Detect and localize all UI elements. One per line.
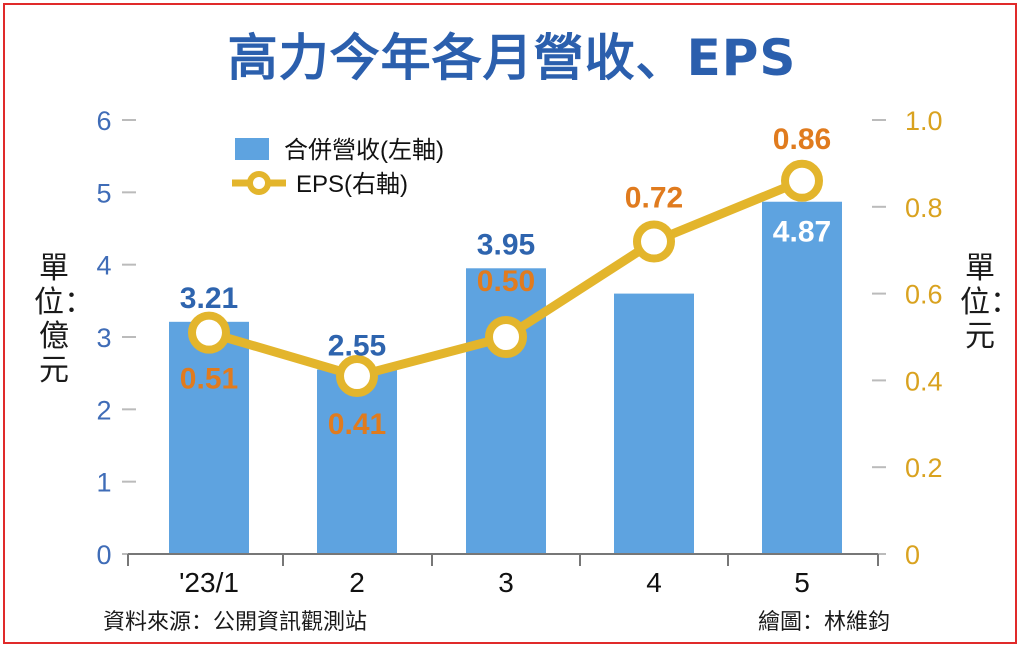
eps-point <box>633 220 675 263</box>
eps-value-label: 0.50 <box>477 265 535 298</box>
left-tick-label: 6 <box>96 106 111 136</box>
revenue-value-label: 4.87 <box>773 216 831 249</box>
revenue-value-label: 3.95 <box>477 228 535 261</box>
right-tick-label: 1.0 <box>905 106 943 136</box>
left-tick-label: 2 <box>96 395 111 425</box>
revenue-value-label: 3.60 <box>625 260 683 293</box>
eps-point <box>188 311 230 354</box>
legend-bar-swatch <box>235 138 269 160</box>
category-label: 4 <box>646 567 662 598</box>
eps-point <box>781 159 823 202</box>
chart-title: 高力今年各月營收、EPS <box>227 29 797 87</box>
legend-revenue-label: 合併營收(左軸) <box>284 137 444 164</box>
eps-value-label: 0.51 <box>180 363 238 396</box>
revenue-bar <box>317 369 397 554</box>
right-tick-label: 0.4 <box>905 366 943 396</box>
right-tick-label: 0.2 <box>905 453 943 483</box>
left-tick-label: 3 <box>96 323 111 353</box>
category-label: 5 <box>794 567 810 598</box>
eps-value-label: 0.41 <box>328 408 386 441</box>
right-tick-label: 0 <box>905 540 920 570</box>
eps-point <box>485 316 527 358</box>
revenue-bar <box>614 293 694 554</box>
revenue-bar <box>169 321 249 554</box>
legend-eps-label: EPS(右軸) <box>296 171 408 198</box>
left-tick-label: 1 <box>96 468 111 498</box>
left-tick-label: 4 <box>96 251 111 281</box>
revenue-value-label: 3.21 <box>180 282 238 315</box>
category-label: 2 <box>349 567 365 598</box>
credit-note: 繪圖：林維鈞 <box>758 610 891 635</box>
legend-point-swatch <box>247 171 271 195</box>
revenue-bar <box>762 201 842 554</box>
left-tick-label: 0 <box>96 540 111 570</box>
category-label: 3 <box>498 567 514 598</box>
left-tick-label: 5 <box>96 178 111 208</box>
revenue-bar <box>466 268 546 554</box>
eps-value-label: 0.72 <box>625 182 683 215</box>
right-tick-label: 0.8 <box>905 193 943 223</box>
right-tick-label: 0.6 <box>905 280 943 310</box>
eps-point <box>336 355 378 398</box>
category-label: '23/1 <box>179 567 239 598</box>
revenue-value-label: 2.55 <box>328 330 386 363</box>
eps-value-label: 0.86 <box>773 123 831 156</box>
source-note: 資料來源：公開資訊觀測站 <box>103 610 368 635</box>
